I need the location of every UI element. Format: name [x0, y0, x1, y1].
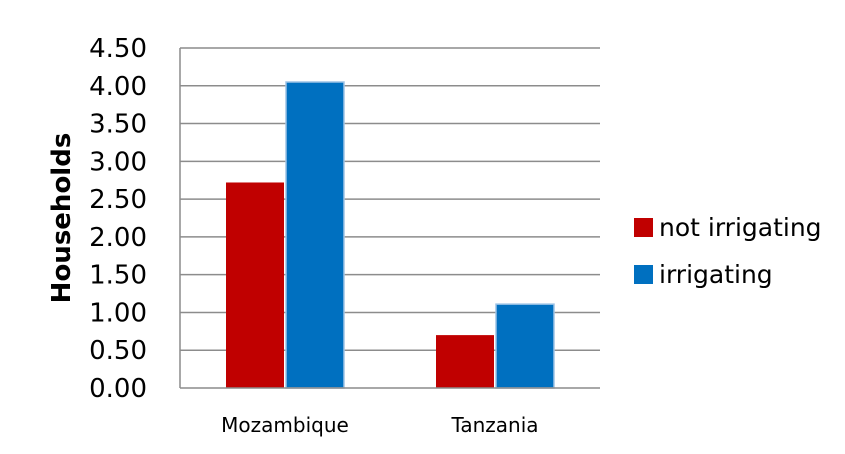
y-tick-label: 4.50 [89, 34, 147, 64]
y-tick-labels: 0.00 0.50 1.00 1.50 2.00 2.50 3.00 3.50 4.00 4.50 [89, 34, 147, 404]
y-tick-label: 4.00 [89, 72, 147, 102]
x-category-labels: Mozambique Tanzania [221, 413, 538, 437]
y-tick-label: 3.00 [89, 147, 147, 177]
y-tick-label: 0.00 [89, 374, 147, 404]
y-tick-label: 1.00 [89, 298, 147, 328]
legend-label: irrigating [659, 260, 773, 289]
y-tick-label: 0.50 [89, 336, 147, 366]
bars [226, 81, 555, 389]
y-axis-title: Households [47, 133, 77, 304]
axes [179, 48, 600, 389]
legend: not irrigating irrigating [634, 213, 822, 289]
bar-not-irrigating-tanzania [436, 335, 494, 388]
x-category-label: Tanzania [450, 413, 538, 437]
y-tick-label: 2.00 [89, 223, 147, 253]
y-tick-label: 1.50 [89, 261, 147, 291]
legend-label: not irrigating [659, 213, 822, 242]
x-category-label: Mozambique [221, 413, 349, 437]
y-tick-label: 2.50 [89, 185, 147, 215]
legend-swatch [634, 218, 653, 237]
y-tick-label: 3.50 [89, 110, 147, 140]
legend-swatch [634, 265, 653, 284]
bar-irrigating-mozambique [285, 81, 345, 389]
bar-irrigating-tanzania [495, 303, 555, 389]
bar-not-irrigating-mozambique [226, 182, 284, 388]
